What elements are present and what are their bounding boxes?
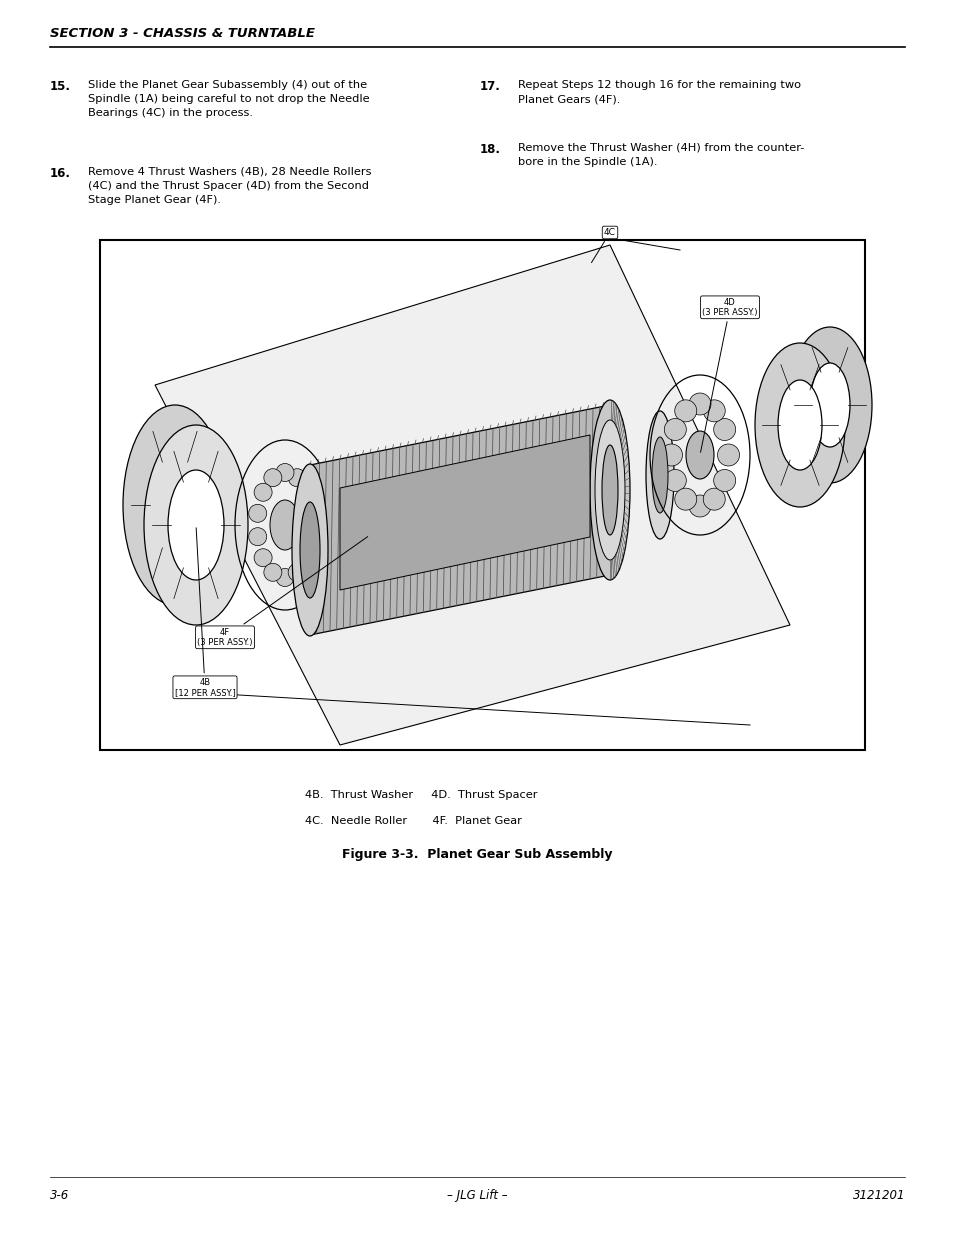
Ellipse shape bbox=[717, 445, 739, 466]
Ellipse shape bbox=[253, 483, 272, 501]
Ellipse shape bbox=[253, 548, 272, 567]
Ellipse shape bbox=[288, 563, 306, 582]
Text: Slide the Planet Gear Subassembly (4) out of the
Spindle (1A) being careful to n: Slide the Planet Gear Subassembly (4) ou… bbox=[88, 80, 369, 119]
Ellipse shape bbox=[144, 425, 248, 625]
Ellipse shape bbox=[147, 450, 203, 559]
Text: Repeat Steps 12 though 16 for the remaining two
Planet Gears (4F).: Repeat Steps 12 though 16 for the remain… bbox=[517, 80, 801, 104]
Text: – JLG Lift –: – JLG Lift – bbox=[446, 1189, 507, 1202]
Ellipse shape bbox=[674, 400, 696, 422]
Ellipse shape bbox=[303, 504, 321, 522]
Ellipse shape bbox=[787, 327, 871, 483]
Polygon shape bbox=[310, 405, 609, 635]
Ellipse shape bbox=[651, 437, 667, 513]
Text: Remove 4 Thrust Washers (4B), 28 Needle Rollers
(4C) and the Thrust Spacer (4D) : Remove 4 Thrust Washers (4B), 28 Needle … bbox=[88, 167, 371, 205]
Text: 16.: 16. bbox=[50, 167, 71, 180]
Ellipse shape bbox=[688, 393, 710, 415]
Text: SECTION 3 - CHASSIS & TURNTABLE: SECTION 3 - CHASSIS & TURNTABLE bbox=[50, 27, 314, 40]
Ellipse shape bbox=[288, 469, 306, 487]
Ellipse shape bbox=[123, 405, 227, 605]
Text: Remove the Thrust Washer (4H) from the counter-
bore in the Spindle (1A).: Remove the Thrust Washer (4H) from the c… bbox=[517, 143, 803, 167]
Text: 3-6: 3-6 bbox=[50, 1189, 70, 1202]
Text: 4F
(3 PER ASSY.): 4F (3 PER ASSY.) bbox=[197, 536, 367, 647]
Ellipse shape bbox=[297, 483, 315, 501]
Ellipse shape bbox=[645, 411, 673, 538]
Text: 18.: 18. bbox=[479, 143, 500, 156]
Ellipse shape bbox=[168, 471, 224, 580]
Bar bbox=[100, 240, 864, 750]
Ellipse shape bbox=[809, 363, 849, 447]
Ellipse shape bbox=[685, 431, 713, 479]
Ellipse shape bbox=[702, 400, 724, 422]
Ellipse shape bbox=[659, 445, 681, 466]
Ellipse shape bbox=[663, 419, 685, 441]
Ellipse shape bbox=[713, 419, 735, 441]
Polygon shape bbox=[154, 245, 789, 745]
Ellipse shape bbox=[249, 504, 267, 522]
Ellipse shape bbox=[303, 527, 321, 546]
Text: Figure 3-3.  Planet Gear Sub Assembly: Figure 3-3. Planet Gear Sub Assembly bbox=[341, 848, 612, 861]
Ellipse shape bbox=[264, 469, 281, 487]
Ellipse shape bbox=[713, 469, 735, 492]
Ellipse shape bbox=[292, 464, 328, 636]
Ellipse shape bbox=[601, 445, 618, 535]
Text: 3121201: 3121201 bbox=[852, 1189, 904, 1202]
Ellipse shape bbox=[270, 500, 299, 550]
Ellipse shape bbox=[674, 488, 696, 510]
Ellipse shape bbox=[663, 469, 685, 492]
Text: 4B
[12 PER ASSY.]: 4B [12 PER ASSY.] bbox=[174, 527, 235, 697]
Text: 4C.  Needle Roller       4F.  Planet Gear: 4C. Needle Roller 4F. Planet Gear bbox=[305, 816, 521, 826]
Ellipse shape bbox=[297, 548, 315, 567]
Text: 4B.  Thrust Washer     4D.  Thrust Spacer: 4B. Thrust Washer 4D. Thrust Spacer bbox=[305, 790, 537, 800]
Text: 4C: 4C bbox=[591, 228, 616, 263]
Ellipse shape bbox=[702, 488, 724, 510]
Text: 17.: 17. bbox=[479, 80, 500, 93]
Ellipse shape bbox=[275, 463, 294, 482]
Text: 4D
(3 PER ASSY.): 4D (3 PER ASSY.) bbox=[700, 298, 757, 452]
Ellipse shape bbox=[299, 501, 319, 598]
Polygon shape bbox=[339, 435, 589, 590]
Ellipse shape bbox=[688, 495, 710, 517]
Ellipse shape bbox=[275, 568, 294, 587]
Ellipse shape bbox=[778, 380, 821, 471]
Ellipse shape bbox=[249, 527, 267, 546]
Ellipse shape bbox=[264, 563, 281, 582]
Ellipse shape bbox=[589, 400, 629, 580]
Text: 15.: 15. bbox=[50, 80, 71, 93]
Ellipse shape bbox=[754, 343, 844, 508]
Ellipse shape bbox=[595, 420, 624, 559]
